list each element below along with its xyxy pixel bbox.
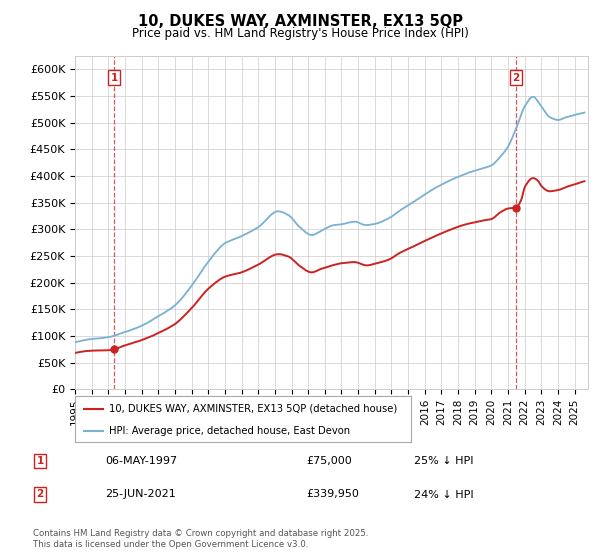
Text: 24% ↓ HPI: 24% ↓ HPI (414, 489, 473, 500)
Text: HPI: Average price, detached house, East Devon: HPI: Average price, detached house, East… (109, 426, 350, 436)
Text: 25-JUN-2021: 25-JUN-2021 (105, 489, 176, 500)
Text: 25% ↓ HPI: 25% ↓ HPI (414, 456, 473, 466)
Text: 06-MAY-1997: 06-MAY-1997 (105, 456, 177, 466)
Text: Price paid vs. HM Land Registry's House Price Index (HPI): Price paid vs. HM Land Registry's House … (131, 27, 469, 40)
Text: £75,000: £75,000 (306, 456, 352, 466)
Text: 1: 1 (110, 73, 118, 83)
Text: Contains HM Land Registry data © Crown copyright and database right 2025.
This d: Contains HM Land Registry data © Crown c… (33, 529, 368, 549)
Text: 10, DUKES WAY, AXMINSTER, EX13 5QP: 10, DUKES WAY, AXMINSTER, EX13 5QP (137, 14, 463, 29)
Text: 10, DUKES WAY, AXMINSTER, EX13 5QP (detached house): 10, DUKES WAY, AXMINSTER, EX13 5QP (deta… (109, 404, 397, 414)
Text: 2: 2 (37, 489, 44, 500)
Text: £339,950: £339,950 (306, 489, 359, 500)
Text: 1: 1 (37, 456, 44, 466)
Text: 2: 2 (512, 73, 520, 83)
